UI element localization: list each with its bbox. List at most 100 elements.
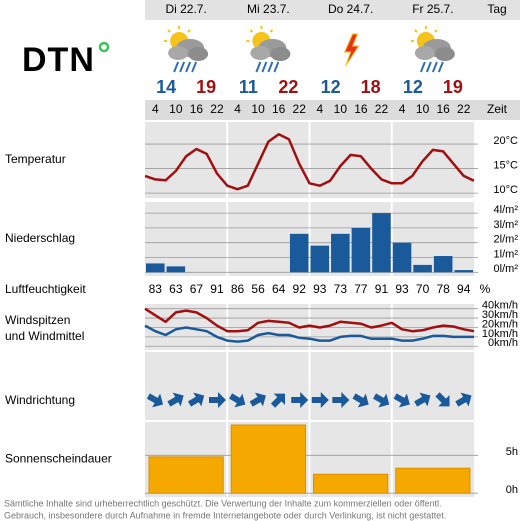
time-label: 10 [334,102,348,116]
temp-min: 14 [156,77,176,97]
wind-arrow [352,393,369,408]
bar [331,233,350,273]
weather-icon [344,33,360,67]
y-tick-label: 10km/h [482,328,518,340]
y-tick-label: 0h [506,484,518,496]
bar [166,266,186,273]
y-tick-label: 30km/h [482,309,518,321]
humidity-value: 67 [190,282,204,296]
humidity-value: 93 [395,282,409,296]
day-label: Di 22.7. [165,2,206,16]
wind-arrow [332,392,350,408]
zeit-label: Zeit [487,102,508,116]
wind-arrow [373,393,390,408]
wind-arrow [167,392,184,407]
bar [413,264,432,273]
time-label: 16 [272,102,286,116]
temp-min: 12 [403,77,423,97]
weather-icon [409,25,456,73]
day-label: Fr 25.7. [412,2,453,16]
row-label: Windspitzen [5,313,70,327]
row-label: Windrichtung [5,393,75,407]
bar [313,473,389,494]
wind-arrow [414,392,431,407]
bar [395,467,471,494]
time-label: 16 [354,102,368,116]
humidity-unit: % [480,282,491,296]
time-label: 10 [169,102,183,116]
humidity-value: 91 [210,282,224,296]
footer: Gebrauch, insbesondere durch Aufnahme in… [4,510,446,520]
wind-arrow [249,392,266,407]
time-label: 4 [316,102,323,116]
wind-arrow [187,392,205,407]
wind-arrow [208,392,226,408]
humidity-value: 70 [416,282,430,296]
row-label: Luftfeuchtigkeit [5,282,86,296]
time-label: 22 [375,102,389,116]
y-tick-label: 3l/m² [494,219,519,231]
wind-arrow [311,392,329,408]
humidity-value: 92 [293,282,307,296]
y-tick-label: 15°C [493,159,518,171]
y-tick-label: 20°C [493,135,518,147]
tag-label: Tag [487,2,506,16]
time-label: 4 [152,102,159,116]
time-label: 10 [251,102,265,116]
row-label: und Windmittel [5,329,84,343]
y-tick-label: 0l/m² [494,263,519,275]
temp-max: 22 [278,77,298,97]
bar [433,256,453,273]
header-band [145,0,520,20]
wind-arrow [435,392,450,407]
row-label: Temperatur [5,152,66,166]
bar [310,245,330,273]
day-label: Mi 23.7. [247,2,290,16]
row-label: Sonnenscheindauer [5,452,112,466]
bar [230,424,306,494]
logo: DTN [22,41,95,79]
wind-arrow [455,392,472,407]
bar [392,242,412,273]
time-label: 10 [416,102,430,116]
humidity-value: 77 [354,282,368,296]
temp-max: 19 [196,77,216,97]
line [144,133,475,191]
footer: Sämtliche Inhalte sind urheberrechtlich … [4,498,442,508]
humidity-value: 86 [231,282,245,296]
weather-icon [163,25,210,73]
bar [351,227,371,273]
line [144,324,474,343]
y-tick-label: 20km/h [482,318,518,330]
line [144,307,475,333]
temp-max: 18 [361,77,381,97]
time-band [145,100,520,120]
humidity-value: 63 [169,282,183,296]
bar [289,233,309,273]
humidity-value: 56 [251,282,265,296]
time-label: 4 [234,102,241,116]
y-tick-label: 10°C [493,184,518,196]
time-label: 4 [399,102,406,116]
humidity-value: 94 [457,282,471,296]
day-label: Do 24.7. [328,2,373,16]
time-label: 16 [190,102,204,116]
weather-icon [245,25,292,73]
wind-arrow [146,393,164,408]
humidity-value: 83 [149,282,163,296]
bar [148,456,224,494]
humidity-value: 78 [436,282,450,296]
logo-dot [98,41,110,53]
y-tick-label: 2l/m² [494,234,519,246]
time-label: 22 [210,102,224,116]
temp-min: 11 [239,77,258,97]
y-tick-label: 40km/h [482,300,518,312]
y-tick-label: 0km/h [488,337,518,349]
time-label: 16 [436,102,450,116]
time-label: 22 [293,102,307,116]
y-tick-label: 4l/m² [494,204,519,216]
y-tick-label: 1l/m² [494,248,519,260]
wind-arrow [393,393,410,408]
humidity-value: 73 [334,282,348,296]
